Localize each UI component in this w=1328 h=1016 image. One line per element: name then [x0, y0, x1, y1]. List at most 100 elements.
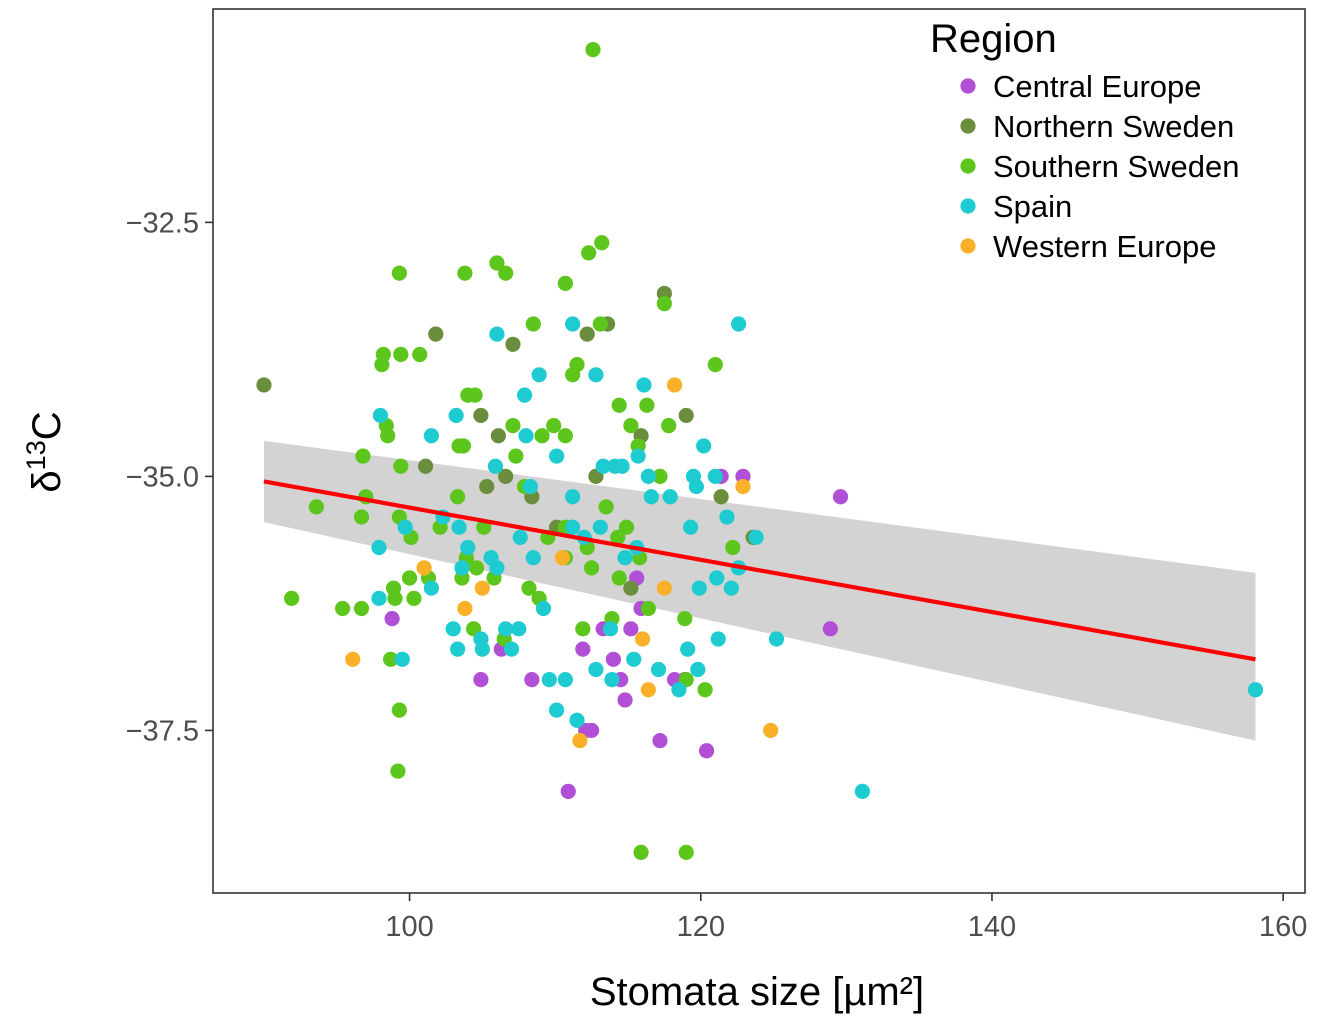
data-point	[713, 489, 729, 505]
data-point	[284, 590, 300, 606]
data-point	[678, 844, 694, 860]
data-point	[397, 519, 413, 535]
data-point	[822, 621, 838, 637]
data-point	[626, 651, 642, 667]
data-point	[598, 499, 614, 515]
data-point	[602, 621, 619, 637]
data-point	[468, 560, 485, 576]
legend-item: Spain	[960, 189, 1072, 224]
legend-label: Western Europe	[993, 229, 1216, 264]
data-point	[723, 580, 739, 596]
data-point	[661, 417, 677, 434]
data-point	[522, 478, 539, 495]
data-point	[680, 641, 696, 657]
data-point	[308, 499, 324, 515]
data-point	[731, 316, 747, 332]
data-point	[524, 672, 540, 688]
data-point	[614, 458, 630, 474]
data-point	[479, 478, 495, 495]
data-point	[656, 296, 672, 312]
data-point	[565, 489, 581, 505]
legend-swatch	[960, 78, 976, 94]
data-point	[516, 387, 533, 403]
data-point	[393, 458, 409, 474]
data-point	[457, 600, 473, 617]
data-point	[605, 651, 622, 667]
panel-border	[212, 8, 1306, 894]
data-point	[525, 550, 541, 566]
data-point	[682, 519, 699, 535]
data-point	[710, 631, 726, 647]
data-point	[474, 641, 490, 657]
data-point	[643, 489, 659, 505]
data-point	[531, 367, 547, 383]
data-point	[460, 539, 476, 556]
data-point	[518, 428, 534, 444]
data-point	[521, 580, 537, 596]
series-spain	[371, 316, 1264, 799]
legend-swatch	[960, 198, 976, 214]
data-point	[671, 682, 687, 698]
x-tick-label: 140	[968, 911, 1016, 943]
regression-layer	[263, 479, 1256, 662]
data-point	[604, 672, 620, 688]
data-point	[505, 336, 521, 352]
data-point	[560, 783, 576, 799]
data-point	[505, 417, 521, 434]
data-point	[688, 478, 704, 495]
data-point	[549, 448, 565, 464]
data-point	[569, 712, 585, 728]
data-point	[630, 448, 646, 464]
data-point	[677, 611, 693, 627]
data-point	[633, 844, 649, 860]
data-point	[489, 560, 505, 576]
confidence-band-layer	[263, 440, 1256, 741]
data-point	[611, 570, 627, 586]
data-point	[575, 641, 591, 657]
data-point	[854, 783, 870, 799]
data-point	[634, 631, 651, 647]
legend-items: Central Europe Northern Sweden Southern Sw…	[960, 69, 1239, 264]
data-point	[707, 357, 723, 373]
data-point	[554, 550, 571, 566]
confidence-band	[263, 440, 1256, 741]
data-point	[371, 590, 387, 606]
data-point	[623, 417, 639, 434]
data-point	[618, 519, 635, 535]
data-point	[412, 346, 428, 363]
x-tick-label: 120	[677, 911, 725, 943]
data-point	[372, 407, 389, 424]
data-point	[512, 529, 528, 545]
data-point	[423, 580, 439, 596]
data-point	[623, 621, 639, 637]
points-layer	[256, 42, 1264, 860]
data-point	[594, 235, 610, 251]
y-tick-label: −37.5	[126, 715, 199, 747]
data-point	[583, 722, 600, 739]
data-point	[652, 732, 668, 749]
legend-label: Southern Sweden	[993, 149, 1239, 184]
y-axis-title-suffix: C	[25, 411, 69, 440]
data-point	[454, 560, 470, 576]
data-point	[639, 397, 655, 413]
data-point	[636, 377, 652, 393]
data-point	[448, 407, 464, 424]
regression-line	[263, 479, 1256, 662]
data-point	[662, 489, 678, 505]
data-point	[450, 641, 466, 657]
data-point	[534, 428, 550, 444]
data-point	[698, 743, 715, 759]
data-point	[1247, 682, 1264, 698]
data-point	[611, 397, 627, 413]
y-tick-label: −35.0	[126, 461, 199, 493]
data-point	[735, 478, 751, 495]
data-point	[592, 316, 608, 332]
legend-title: Region	[930, 17, 1057, 61]
data-point	[380, 428, 396, 444]
data-point	[489, 255, 505, 271]
data-point	[650, 661, 667, 678]
data-point	[768, 631, 785, 647]
data-point	[467, 387, 483, 403]
data-point	[353, 600, 370, 617]
